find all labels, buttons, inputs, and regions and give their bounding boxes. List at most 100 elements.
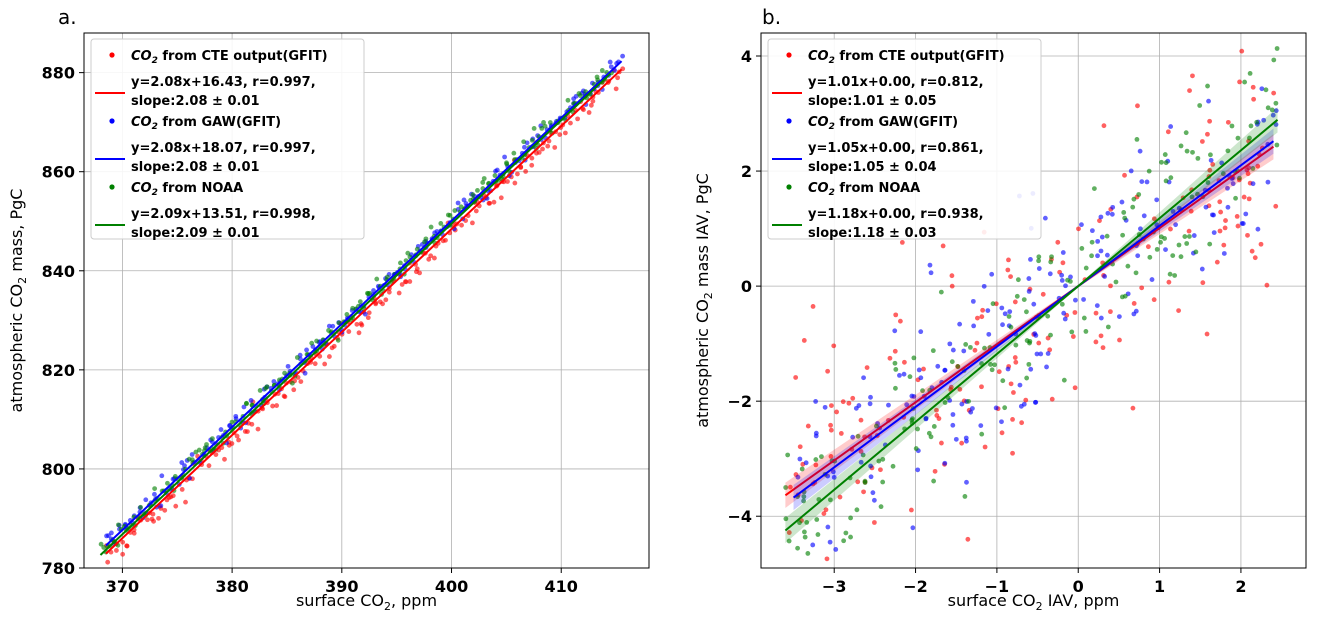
data-point xyxy=(828,454,834,459)
data-point xyxy=(828,422,833,428)
data-point xyxy=(568,120,573,126)
data-point xyxy=(1190,149,1195,155)
data-point xyxy=(1059,277,1065,283)
data-point xyxy=(1013,342,1019,348)
data-point xyxy=(1147,254,1153,260)
data-point xyxy=(1109,211,1115,217)
data-point xyxy=(828,403,834,409)
data-point xyxy=(986,331,992,337)
data-point xyxy=(116,522,121,528)
data-point xyxy=(1012,355,1018,360)
data-point xyxy=(1110,204,1116,210)
y-tick-label: 880 xyxy=(42,64,75,83)
data-point xyxy=(330,323,336,329)
data-point xyxy=(1176,308,1181,313)
data-point xyxy=(1049,254,1054,260)
data-point xyxy=(359,322,365,328)
data-point xyxy=(131,530,137,536)
data-point xyxy=(1242,79,1248,85)
data-point xyxy=(156,515,161,521)
data-point xyxy=(828,427,834,433)
data-point xyxy=(170,493,176,499)
data-point xyxy=(512,180,518,186)
data-point xyxy=(949,273,955,279)
data-point xyxy=(892,328,898,334)
data-point xyxy=(1108,309,1113,315)
legend: CO2 from CTE output(GFIT) y=2.08x+16.43, … xyxy=(90,38,365,241)
data-point xyxy=(793,375,799,380)
data-point xyxy=(1060,260,1066,266)
data-point xyxy=(957,321,963,327)
data-point xyxy=(354,321,360,327)
data-point xyxy=(934,413,940,418)
data-point xyxy=(1273,203,1279,209)
data-point xyxy=(1104,233,1110,239)
data-point xyxy=(257,388,263,393)
data-point xyxy=(455,200,461,206)
data-point xyxy=(899,239,905,245)
data-point xyxy=(870,490,876,496)
y-tick-label: 860 xyxy=(42,163,75,182)
data-point xyxy=(120,539,126,545)
data-point xyxy=(481,176,487,181)
data-point xyxy=(855,479,861,485)
data-point xyxy=(1105,324,1111,330)
data-point xyxy=(1121,210,1127,215)
data-point xyxy=(979,431,985,437)
data-point xyxy=(1015,277,1021,283)
data-point xyxy=(302,370,308,376)
data-point xyxy=(1119,199,1125,205)
data-point xyxy=(1235,223,1241,229)
data-point xyxy=(950,412,956,417)
data-point xyxy=(858,449,864,454)
data-point xyxy=(523,169,529,174)
data-point xyxy=(1013,359,1019,365)
data-point xyxy=(822,404,828,410)
data-point xyxy=(1206,98,1211,104)
data-point xyxy=(990,301,996,307)
data-point xyxy=(1167,271,1173,277)
data-point xyxy=(1079,246,1085,251)
data-point xyxy=(1197,103,1203,108)
data-point xyxy=(810,304,816,309)
data-point xyxy=(1234,213,1240,219)
data-point xyxy=(823,507,829,513)
data-point xyxy=(787,484,793,490)
data-point xyxy=(1159,159,1164,165)
data-point xyxy=(1135,103,1140,109)
legend-marker xyxy=(786,118,792,124)
data-point xyxy=(970,298,976,304)
data-point xyxy=(1211,230,1217,235)
data-point xyxy=(594,74,600,80)
data-point xyxy=(423,236,429,242)
plot-frame xyxy=(83,32,650,569)
data-point xyxy=(1144,179,1150,185)
data-point xyxy=(841,538,847,544)
data-point xyxy=(522,144,527,150)
data-point xyxy=(1099,234,1105,240)
data-point xyxy=(521,139,527,145)
panel-label: a. xyxy=(58,5,77,29)
data-point xyxy=(942,367,948,373)
y-tick-label: −4 xyxy=(727,507,752,526)
data-point xyxy=(1014,293,1020,299)
data-point xyxy=(1045,313,1051,319)
data-point xyxy=(289,380,295,386)
data-point xyxy=(909,393,915,399)
data-point xyxy=(1089,228,1095,234)
data-point xyxy=(608,64,614,70)
data-point xyxy=(1061,377,1067,383)
data-point xyxy=(1154,197,1160,203)
data-point xyxy=(447,212,453,218)
data-point xyxy=(1249,248,1255,254)
data-point xyxy=(1033,399,1039,405)
data-point xyxy=(1233,195,1238,201)
data-point xyxy=(797,520,802,526)
data-point xyxy=(988,362,993,367)
data-point xyxy=(109,530,114,536)
data-point xyxy=(357,299,363,305)
data-point xyxy=(1136,192,1142,197)
data-point xyxy=(1007,309,1013,315)
data-point xyxy=(1261,117,1267,123)
data-point xyxy=(1259,86,1265,92)
